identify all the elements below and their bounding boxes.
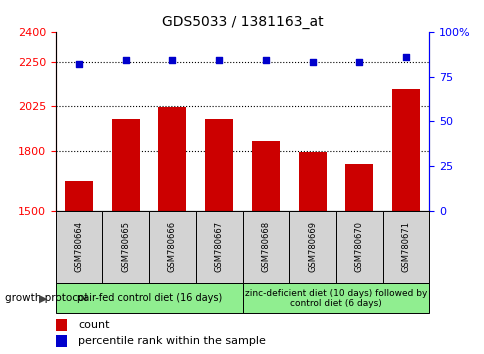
Text: GSM780666: GSM780666: [167, 221, 177, 273]
Text: zinc-deficient diet (10 days) followed by
control diet (6 days): zinc-deficient diet (10 days) followed b…: [244, 289, 426, 308]
Text: GSM780664: GSM780664: [75, 221, 83, 273]
Text: count: count: [78, 320, 109, 330]
Bar: [288, 211, 335, 283]
Bar: [298, 152, 326, 211]
Bar: [56, 211, 102, 283]
Bar: [56, 319, 67, 331]
Point: [308, 59, 316, 65]
Text: ▶: ▶: [39, 293, 48, 303]
Bar: [196, 211, 242, 283]
Point: [401, 54, 409, 60]
Title: GDS5033 / 1381163_at: GDS5033 / 1381163_at: [161, 16, 323, 29]
Point: [75, 61, 83, 67]
Point: [121, 58, 129, 63]
Bar: [205, 119, 233, 211]
Text: pair-fed control diet (16 days): pair-fed control diet (16 days): [76, 293, 221, 303]
Bar: [242, 283, 428, 313]
Point: [355, 59, 363, 65]
Text: GSM780667: GSM780667: [214, 221, 223, 273]
Bar: [111, 119, 139, 211]
Text: GSM780669: GSM780669: [307, 221, 317, 273]
Point: [261, 58, 269, 63]
Text: GSM780670: GSM780670: [354, 221, 363, 273]
Bar: [242, 211, 288, 283]
Text: GSM780665: GSM780665: [121, 221, 130, 273]
Point: [215, 58, 223, 63]
Text: growth protocol: growth protocol: [5, 293, 87, 303]
Bar: [251, 141, 279, 211]
Bar: [345, 164, 373, 211]
Bar: [102, 211, 149, 283]
Text: percentile rank within the sample: percentile rank within the sample: [78, 336, 266, 346]
Text: GSM780671: GSM780671: [401, 221, 409, 273]
Bar: [56, 283, 242, 313]
Bar: [56, 335, 67, 347]
Bar: [65, 181, 93, 211]
Bar: [149, 211, 196, 283]
Text: GSM780668: GSM780668: [261, 221, 270, 273]
Bar: [335, 211, 382, 283]
Bar: [158, 107, 186, 211]
Bar: [382, 211, 428, 283]
Point: [168, 58, 176, 63]
Bar: [391, 90, 419, 211]
